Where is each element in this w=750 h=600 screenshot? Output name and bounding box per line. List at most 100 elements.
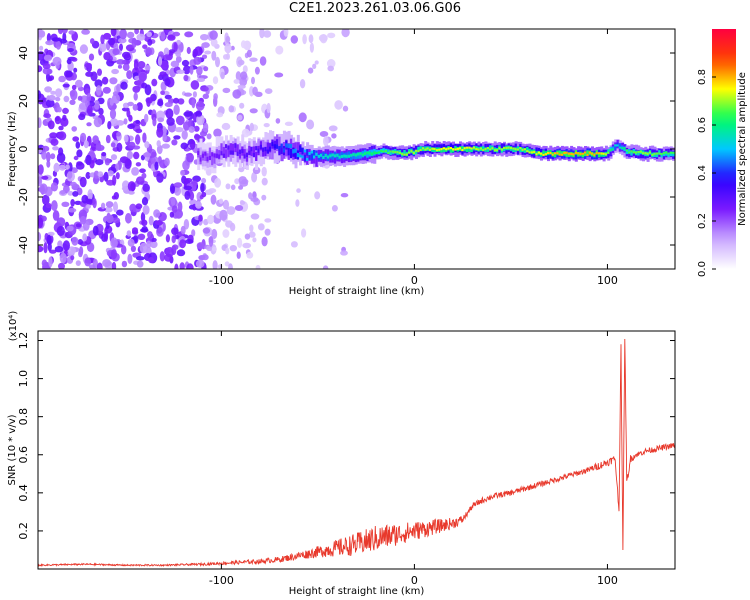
heatmap-cell [486, 147, 490, 152]
y-tick-label: -20 [17, 188, 30, 206]
heatmap-cell [71, 126, 77, 132]
heatmap-cell [53, 162, 60, 173]
heatmap-cell [526, 150, 530, 153]
heatmap-cell [449, 147, 453, 150]
heatmap-cell [173, 42, 178, 52]
heatmap-cell [549, 152, 553, 155]
heatmap-cell [127, 123, 135, 130]
heatmap-cell [126, 31, 135, 39]
heatmap-cell [618, 143, 622, 148]
heatmap-cell [110, 237, 118, 248]
heatmap-cell [121, 186, 128, 191]
heatmap-cell [222, 153, 226, 158]
heatmap-cell [616, 144, 620, 147]
heatmap-cell [342, 105, 349, 112]
heatmap-cell [278, 136, 282, 154]
heatmap-cell [470, 147, 474, 150]
heatmap-cell [452, 148, 455, 151]
heatmap-cell [313, 155, 316, 159]
heatmap-cell [45, 99, 55, 108]
heatmap-cell [244, 233, 251, 240]
heatmap-cell [57, 131, 67, 141]
heatmap-cell [263, 30, 272, 38]
heatmap-cell [167, 34, 176, 41]
heatmap-cell [109, 108, 117, 120]
heatmap-cell [243, 154, 247, 159]
heatmap-cell [249, 57, 258, 62]
heatmap-cell [164, 78, 171, 87]
heatmap-cell [195, 201, 202, 209]
heatmap-cell [70, 199, 75, 207]
x-tick-label: 100 [597, 574, 618, 587]
heatmap-cell [225, 35, 231, 43]
heatmap-cell [303, 149, 307, 153]
heatmap-cell [67, 190, 74, 196]
heatmap-cell [234, 143, 238, 148]
heatmap-cell [315, 154, 319, 167]
heatmap-cell [327, 32, 336, 39]
heatmap-cell [317, 154, 321, 158]
heatmap-cell [61, 29, 68, 34]
heatmap-cell [328, 125, 338, 132]
heatmap-cell [442, 147, 446, 153]
heatmap-cell [262, 147, 266, 152]
heatmap-cell [310, 153, 314, 161]
heatmap-cell [198, 214, 203, 222]
heatmap-cell [50, 90, 56, 95]
heatmap-cell [83, 140, 89, 149]
heatmap-cell [200, 34, 209, 41]
heatmap-cell [465, 146, 469, 149]
heatmap-cell [239, 102, 245, 109]
heatmap-cell [98, 107, 104, 116]
heatmap-cells [38, 29, 675, 269]
heatmap-cell [136, 176, 145, 185]
heatmap-cell [203, 66, 209, 72]
heatmap-cell [112, 91, 119, 96]
heatmap-cell [54, 115, 62, 125]
heatmap-cell [135, 128, 143, 134]
heatmap-cell [314, 60, 319, 65]
heatmap-cell [79, 215, 87, 225]
heatmap-cell [308, 34, 314, 44]
heatmap-cell [181, 59, 190, 67]
heatmap-cell [625, 149, 629, 154]
heatmap-cell [67, 162, 73, 173]
heatmap-cell [92, 135, 99, 144]
heatmap-cell [250, 213, 260, 220]
heatmap-cell [38, 232, 42, 242]
heatmap-cell [236, 251, 241, 259]
heatmap-cell [250, 197, 259, 202]
heatmap-cell [604, 153, 608, 156]
heatmap-cell [150, 240, 158, 249]
heatmap-cell [229, 222, 236, 232]
heatmap-cell [235, 71, 242, 81]
heatmap-cell [175, 115, 185, 126]
heatmap-cell [314, 191, 321, 200]
heatmap-cell [174, 263, 179, 269]
heatmap-cell [614, 144, 618, 147]
heatmap-cell [179, 239, 187, 249]
heatmap-cell [196, 114, 205, 126]
heatmap-cell [142, 205, 150, 215]
heatmap-cell [237, 84, 246, 89]
heatmap-cell [496, 149, 499, 152]
y-tick-label: 0.6 [17, 446, 30, 464]
heatmap-cell [193, 125, 200, 132]
heatmap-cell [222, 199, 230, 210]
heatmap-cell [173, 97, 180, 104]
heatmap-cell [71, 84, 77, 91]
heatmap-cell [123, 118, 128, 125]
heatmap-cell [257, 223, 265, 231]
heatmap-cell [179, 262, 185, 269]
heatmap-cell [93, 117, 103, 128]
x-tick-label: -100 [209, 574, 234, 587]
heatmap-cell [394, 151, 398, 154]
heatmap-cell [375, 151, 379, 154]
heatmap-cell [461, 146, 465, 151]
y-tick-label: 0.2 [17, 522, 30, 540]
heatmap-cell [245, 152, 249, 157]
heatmap-cell [200, 86, 209, 92]
heatmap-cell [251, 76, 255, 85]
heatmap-cell [67, 208, 77, 213]
heatmap-cell [208, 188, 217, 194]
